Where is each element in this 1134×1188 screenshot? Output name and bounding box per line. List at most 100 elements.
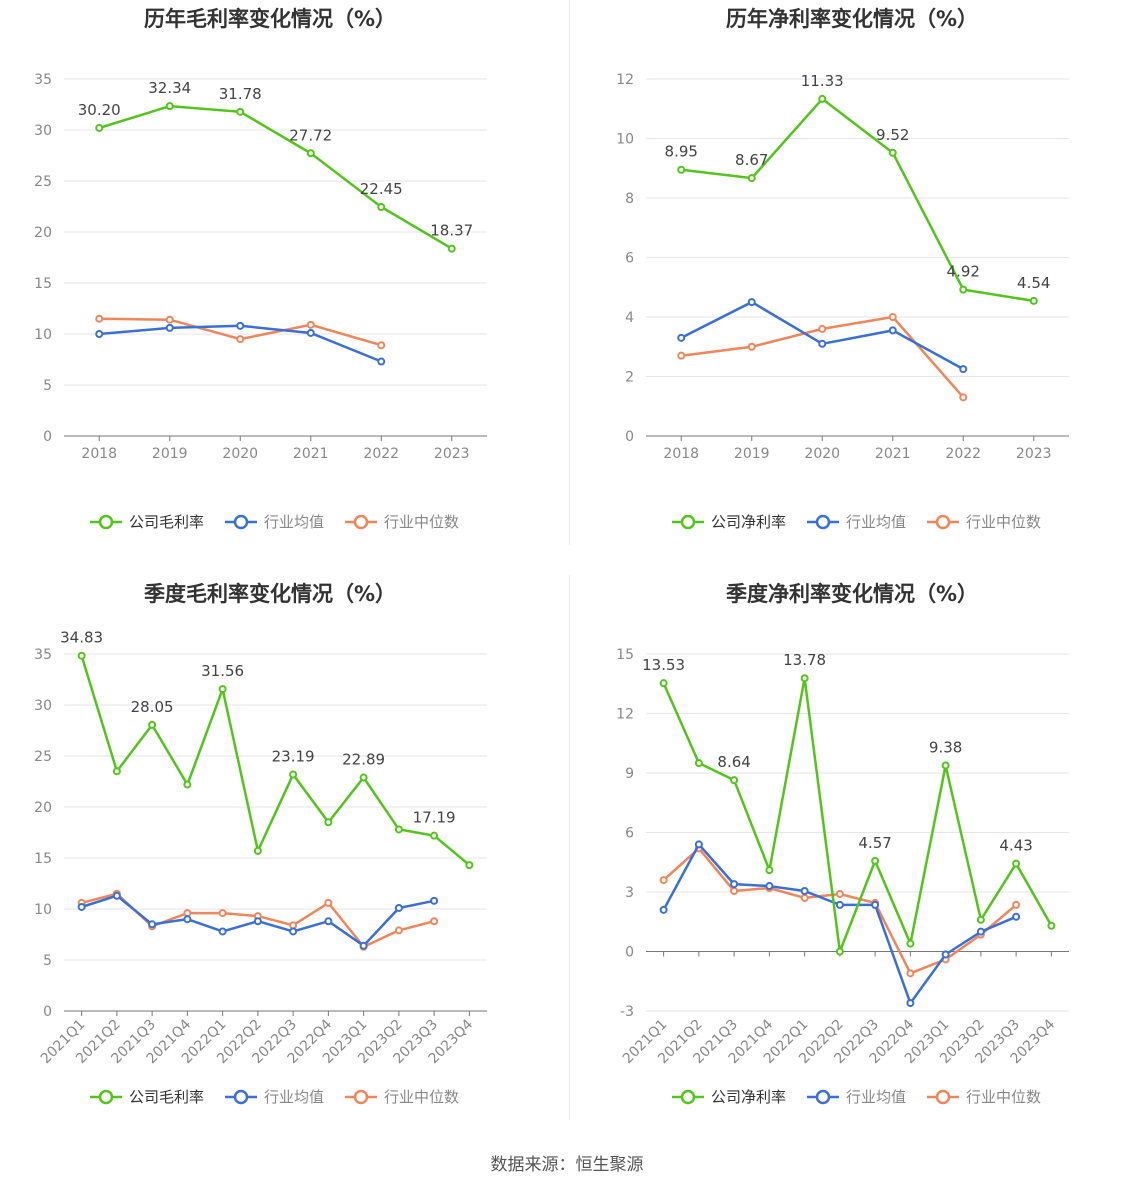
legend-item-company[interactable]: 公司净利率 [672,1088,786,1106]
data-point-avg [77,902,86,911]
y-tick-label: 6 [625,251,634,267]
data-point-avg [730,880,739,889]
data-label: 27.72 [289,126,332,144]
data-point-company [659,679,668,688]
chart-title: 历年毛利率变化情况（%） [144,7,396,31]
data-label: 13.78 [783,651,826,669]
x-tick-label: 2018 [663,446,699,462]
chart-annual-net: 历年净利率变化情况（%） 0 2 4 6 8 10 12 2018 2019 2020 2021 202… [616,7,1069,531]
data-label: 22.89 [342,751,385,769]
data-point-company [465,861,474,870]
data-point-avg [959,365,968,374]
legend-marker [98,514,114,530]
y-tick-label: 8 [625,191,634,207]
data-point-median [218,909,227,918]
legend-item-avg[interactable]: 行业均值 [807,1088,906,1106]
legend-label: 行业均值 [846,1088,906,1106]
x-tick-label: 2023 [434,446,470,462]
legend-marker [353,514,369,530]
series-line-company [98,104,453,250]
data-point-company [253,846,262,855]
data-point-median [377,341,386,350]
y-tick-label: 12 [616,707,634,723]
y-tick-label: 35 [34,72,52,88]
y-tick-label: 15 [616,647,634,663]
data-point-company [871,856,880,865]
series-line-company [80,655,471,867]
data-point-company [447,244,456,253]
legend-marker [815,514,831,530]
data-point-company [236,107,245,116]
data-point-avg [659,905,668,914]
data-point-company [818,94,827,103]
data-point-median [906,969,915,978]
y-tick-label: 3 [625,885,634,901]
data-label: 23.19 [272,747,315,765]
x-tick-label: 2018 [81,446,117,462]
data-point-company [888,148,897,157]
data-label: 9.52 [876,126,909,144]
data-label: 4.92 [947,263,980,281]
data-point-avg [835,900,844,909]
legend-item-median[interactable]: 行业中位数 [345,1088,459,1106]
data-point-company [394,825,403,834]
data-label: 17.19 [413,809,456,827]
legend-item-avg[interactable]: 行业均值 [807,513,906,531]
series-line-company [681,97,1034,303]
data-point-median [306,320,315,329]
data-label: 8.95 [665,143,698,161]
data-point-median [289,921,298,930]
data-point-avg [306,328,315,337]
x-tick-label: 2020 [222,446,258,462]
data-point-avg [888,326,897,335]
data-point-company [694,759,703,768]
legend-label: 公司毛利率 [129,1088,204,1106]
data-point-avg [430,896,439,905]
data-point-company [765,866,774,875]
data-point-avg [148,920,157,929]
series-line-company [662,677,1053,952]
legend-item-avg[interactable]: 行业均值 [225,1088,324,1106]
legend-item-company[interactable]: 公司毛利率 [90,1088,204,1106]
data-point-median [659,876,668,885]
y-tick-label: 25 [34,174,52,190]
data-point-avg [165,323,174,332]
data-point-avg [377,357,386,366]
chart-title: 季度毛利率变化情况（%） [144,582,396,606]
legend-marker [935,1089,951,1105]
legend-item-median[interactable]: 行业中位数 [927,513,1041,531]
data-point-company [218,685,227,694]
data-point-avg [871,900,880,909]
legend-item-median[interactable]: 行业中位数 [345,513,459,531]
y-tick-label: 2 [625,370,634,386]
data-point-company [677,165,686,174]
data-point-median [165,315,174,324]
y-tick-label: 6 [625,826,634,842]
legend-item-company[interactable]: 公司毛利率 [90,513,204,531]
chart-panel-annual-gross: 历年毛利率变化情况（%） 0 5 10 15 20 25 30 35 2018 2019 2020 20… [0,0,567,575]
data-point-avg [95,330,104,338]
y-tick-label: 20 [34,225,52,241]
data-point-avg [747,298,756,307]
data-point-company [835,947,844,956]
legend-marker [815,1089,831,1105]
data-point-avg [765,882,774,891]
data-point-company [112,767,121,776]
data-point-avg [906,999,915,1008]
data-label: 4.43 [999,837,1032,855]
legend-item-median[interactable]: 行业中位数 [927,1088,1041,1106]
x-tick-label: 2021 [875,446,911,462]
data-point-median [800,893,809,902]
data-point-avg [218,927,227,936]
y-tick-label: 0 [625,945,634,961]
legend-item-company[interactable]: 公司净利率 [672,513,786,531]
data-point-company [1047,921,1056,930]
legend-item-avg[interactable]: 行业均值 [225,513,324,531]
data-point-avg [694,840,703,849]
data-point-company [959,285,968,294]
legend-label: 行业中位数 [966,1088,1041,1106]
legend-label: 行业中位数 [966,513,1041,531]
legend-marker [98,1089,114,1105]
data-point-company [377,203,386,212]
x-tick-label: 2022 [363,446,399,462]
